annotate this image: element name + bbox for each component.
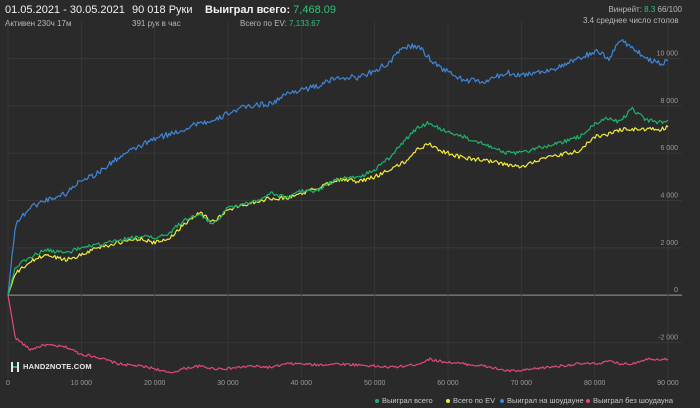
winrate-value: 8.3: [644, 5, 656, 14]
x-tick-label: 80 000: [584, 380, 606, 387]
legend-showdown-dot: [500, 399, 504, 404]
legend-ev-dot: [446, 399, 450, 404]
hands-count: 90 018 Руки: [132, 4, 193, 16]
x-tick-label: 10 000: [71, 380, 93, 387]
won-label: Выиграл всего:: [205, 4, 291, 16]
x-tick-label: 90 000: [657, 380, 679, 387]
winrate: Винрейт: 8.3 66/100: [608, 5, 682, 14]
y-tick-label: 2 000: [660, 240, 678, 247]
ev-value: 7,133.67: [289, 19, 321, 28]
legend-ev-label: Всего по EV: [453, 396, 496, 405]
series-lines: [7, 38, 669, 374]
winrate-suffix: 66/100: [657, 5, 682, 14]
winrate-label: Винрейт:: [608, 5, 642, 14]
series-line-non-showdown: [7, 294, 669, 374]
hands-per-hour: 391 рук в час: [132, 19, 181, 28]
hand2note-logo: HAND2NOTE.COM: [11, 362, 92, 373]
legend-total[interactable]: Выиграл всего: [375, 396, 433, 405]
won-total: Выиграл всего: 7,468.09: [205, 4, 336, 16]
series-line-total: [7, 106, 669, 296]
x-tick-label: 70 000: [511, 380, 533, 387]
y-tick-label: 8 000: [660, 98, 678, 105]
x-tick-label: 30 000: [217, 380, 239, 387]
legend-showdown-label: Выиграл на шоудауне: [507, 396, 584, 405]
legend-ev[interactable]: Всего по EV: [446, 396, 495, 405]
y-tick-label: 4 000: [660, 192, 678, 199]
y-tick-label: 10 000: [657, 50, 679, 57]
active-time: Активен 230ч 17м: [5, 19, 72, 28]
date-range: 01.05.2021 - 30.05.2021: [5, 4, 125, 16]
legend-non-showdown-dot: [586, 399, 590, 404]
axes: 10 000 8 000 6 000 4 000 2 000 0 -2 000 0 10 000…: [6, 50, 679, 387]
y-tick-label: 6 000: [660, 145, 678, 152]
hand2note-logo-icon: [11, 362, 19, 373]
x-tick-label: 60 000: [437, 380, 459, 387]
x-tick-label: 40 000: [291, 380, 313, 387]
grid: [7, 22, 682, 378]
won-value: 7,468.09: [293, 4, 336, 16]
x-tick-label: 50 000: [364, 380, 386, 387]
ev-total: Всего по EV: 7,133.67: [240, 19, 320, 28]
legend-showdown[interactable]: Выиграл на шоудауне: [500, 396, 584, 405]
series-line-ev: [7, 125, 669, 296]
y-tick-label: 0: [674, 287, 678, 294]
legend-non-showdown[interactable]: Выиграл без шоудауна: [586, 396, 673, 405]
series-line-showdown: [7, 38, 669, 296]
logo-text: HAND2NOTE.COM: [23, 362, 92, 371]
ev-label: Всего по EV:: [240, 19, 287, 28]
legend-non-showdown-label: Выиграл без шоудауна: [593, 396, 673, 405]
legend-total-label: Выиграл всего: [382, 396, 433, 405]
x-tick-label: 0: [6, 380, 10, 387]
y-tick-label: -2 000: [658, 334, 678, 341]
legend-total-dot: [375, 399, 379, 404]
tables-average: 3.4 среднее число столов: [583, 16, 679, 25]
x-tick-label: 20 000: [144, 380, 166, 387]
